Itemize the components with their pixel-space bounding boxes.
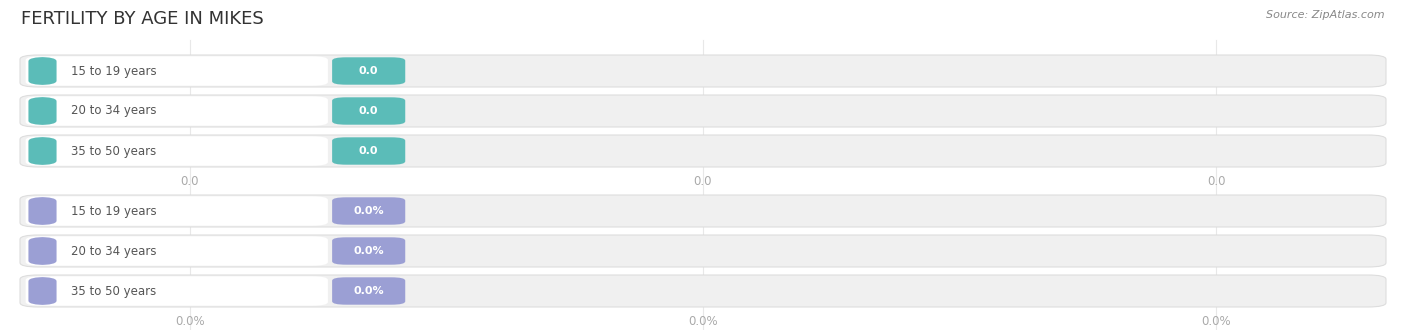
FancyBboxPatch shape [25,196,328,226]
Text: 0.0%: 0.0% [353,286,384,296]
Text: 35 to 50 years: 35 to 50 years [70,284,156,298]
FancyBboxPatch shape [332,277,405,305]
Text: 0.0: 0.0 [359,106,378,116]
Text: 0.0: 0.0 [359,146,378,156]
FancyBboxPatch shape [28,137,56,165]
FancyBboxPatch shape [20,195,1386,227]
FancyBboxPatch shape [332,237,405,265]
Text: 20 to 34 years: 20 to 34 years [70,245,156,257]
FancyBboxPatch shape [28,97,56,125]
FancyBboxPatch shape [20,135,1386,167]
FancyBboxPatch shape [28,197,56,225]
FancyBboxPatch shape [25,236,328,266]
Text: 0.0: 0.0 [180,175,200,188]
FancyBboxPatch shape [20,235,1386,267]
Text: 20 to 34 years: 20 to 34 years [70,105,156,117]
Text: 35 to 50 years: 35 to 50 years [70,145,156,157]
Text: 0.0: 0.0 [1206,175,1226,188]
FancyBboxPatch shape [332,97,405,125]
FancyBboxPatch shape [28,237,56,265]
Text: 0.0%: 0.0% [353,206,384,216]
FancyBboxPatch shape [25,56,328,86]
Text: 0.0: 0.0 [359,66,378,76]
FancyBboxPatch shape [25,136,328,166]
FancyBboxPatch shape [25,96,328,126]
FancyBboxPatch shape [20,95,1386,127]
Text: 15 to 19 years: 15 to 19 years [70,205,156,217]
FancyBboxPatch shape [20,55,1386,87]
Text: 0.0%: 0.0% [353,246,384,256]
FancyBboxPatch shape [332,137,405,165]
FancyBboxPatch shape [20,275,1386,307]
Text: 0.0%: 0.0% [174,315,205,328]
Text: FERTILITY BY AGE IN MIKES: FERTILITY BY AGE IN MIKES [21,10,264,28]
FancyBboxPatch shape [332,57,405,85]
Text: 15 to 19 years: 15 to 19 years [70,64,156,78]
FancyBboxPatch shape [25,276,328,306]
Text: 0.0%: 0.0% [688,315,718,328]
FancyBboxPatch shape [28,57,56,85]
Text: Source: ZipAtlas.com: Source: ZipAtlas.com [1267,10,1385,20]
Text: 0.0%: 0.0% [1201,315,1232,328]
FancyBboxPatch shape [28,277,56,305]
FancyBboxPatch shape [332,197,405,225]
Text: 0.0: 0.0 [693,175,713,188]
